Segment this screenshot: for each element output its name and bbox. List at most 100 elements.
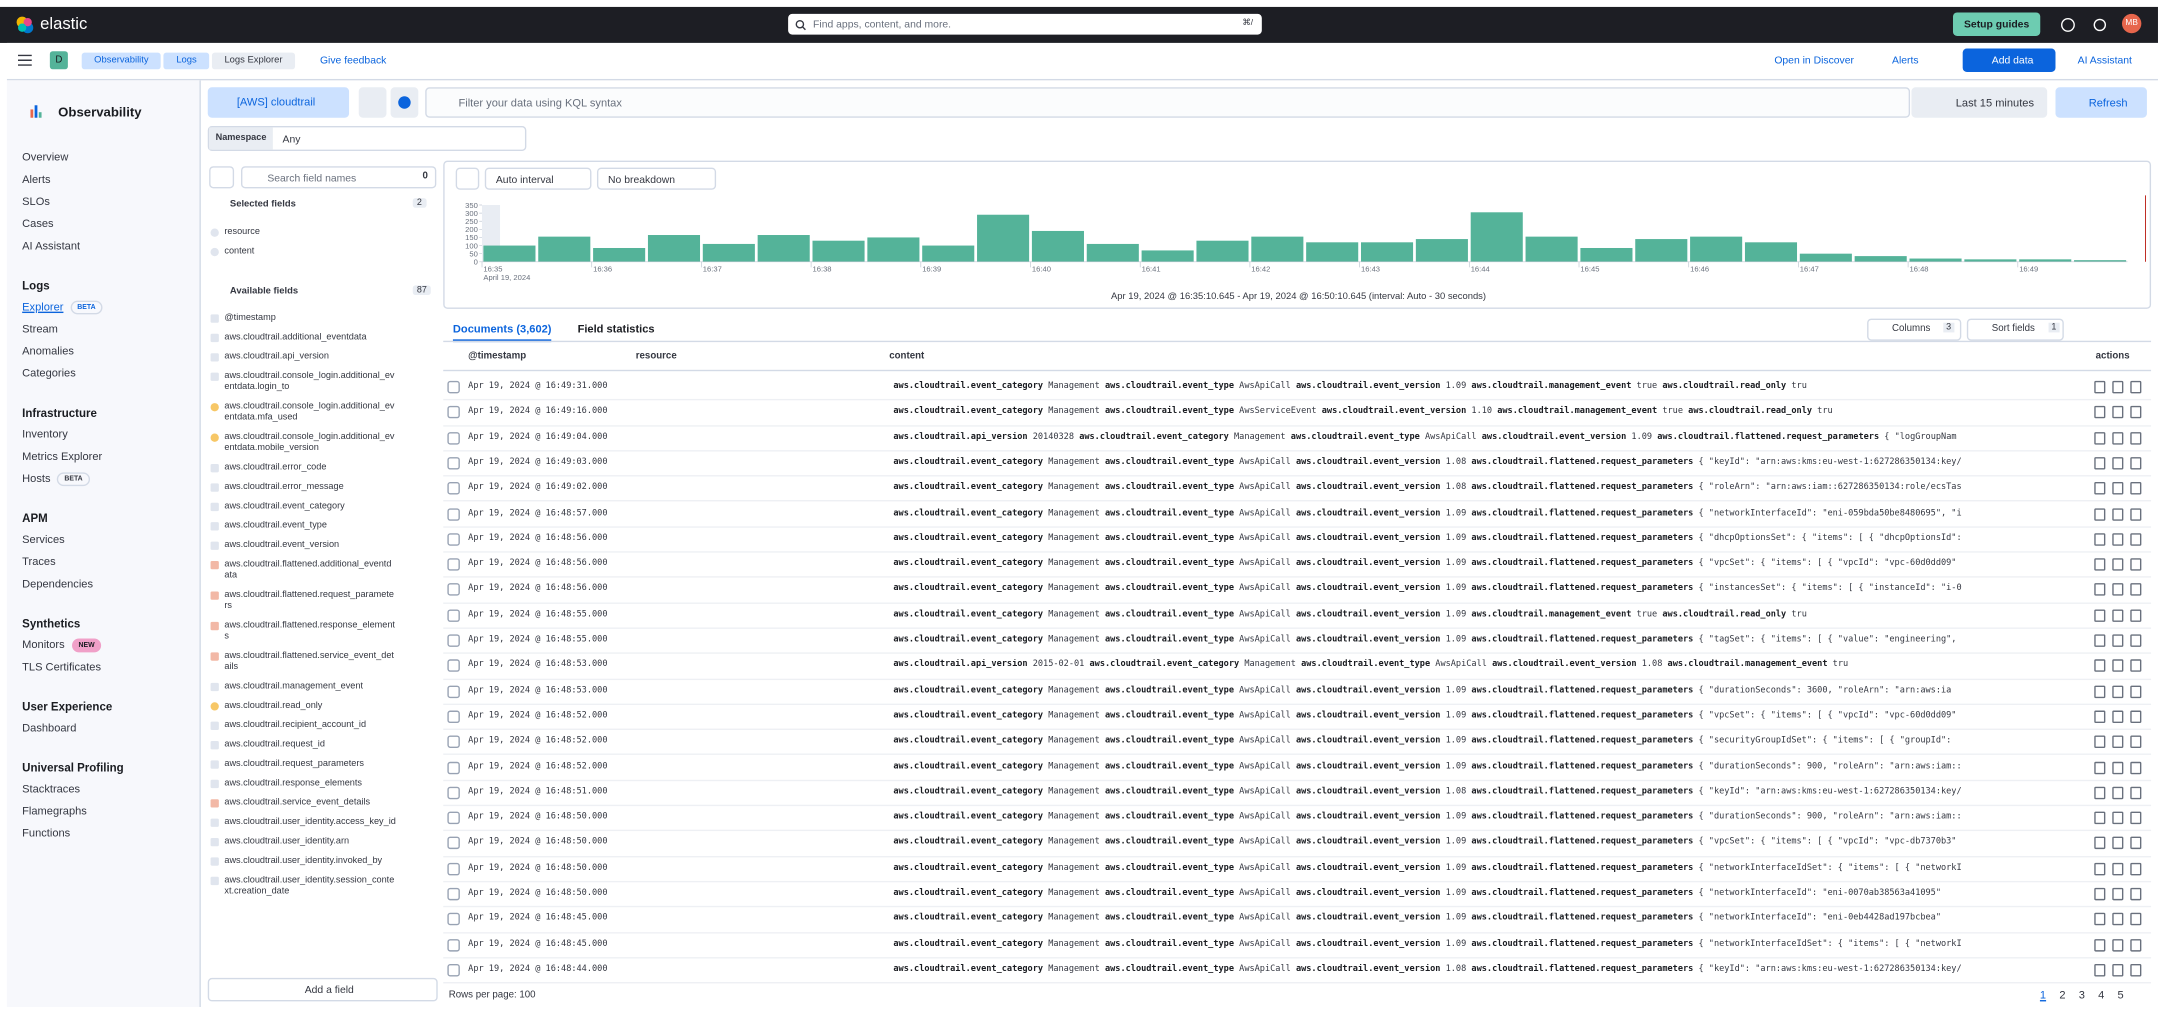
field-item[interactable]: aws.cloudtrail.request_parameters — [210, 755, 433, 774]
action-icon[interactable] — [2130, 963, 2142, 977]
nav-item[interactable]: Explorer BETA — [7, 296, 200, 318]
brand[interactable]: elastic — [40, 13, 88, 34]
field-item[interactable]: aws.cloudtrail.event_type — [210, 517, 433, 536]
row-checkbox[interactable] — [447, 786, 460, 799]
interval-select[interactable]: Auto interval — [484, 167, 592, 190]
action-icon[interactable] — [2112, 659, 2124, 673]
nav-item[interactable]: Inventory — [7, 424, 200, 446]
field-item[interactable]: aws.cloudtrail.response_elements — [210, 774, 433, 793]
log-row[interactable]: Apr 19, 2024 @ 16:48:50.000 aws.cloudtrai… — [443, 856, 2152, 883]
add-field-button[interactable]: Add a field — [207, 977, 438, 1002]
log-row[interactable]: Apr 19, 2024 @ 16:48:57.000 aws.cloudtrai… — [443, 501, 2152, 528]
field-item[interactable]: aws.cloudtrail.flattened.service_event_d… — [210, 647, 433, 677]
action-icon[interactable] — [2094, 380, 2106, 394]
action-icon[interactable] — [2112, 837, 2124, 850]
row-checkbox[interactable] — [447, 735, 460, 749]
field-item[interactable]: aws.cloudtrail.additional_eventdata — [210, 328, 433, 347]
action-icon[interactable] — [2094, 938, 2106, 952]
action-icon[interactable] — [2130, 710, 2142, 723]
nav-item[interactable]: Anomalies — [7, 341, 200, 363]
row-checkbox[interactable] — [447, 406, 460, 419]
field-item[interactable]: aws.cloudtrail.recipient_account_id — [210, 716, 433, 735]
sort-button[interactable]: Sort fields 1 — [1966, 318, 2064, 341]
col-timestamp[interactable]: @timestamp — [468, 351, 527, 362]
action-icon[interactable] — [2094, 963, 2106, 977]
nav-item[interactable]: Traces — [7, 551, 200, 573]
action-icon[interactable] — [2112, 963, 2124, 977]
namespace-filter[interactable]: Namespace Any — [207, 126, 527, 151]
rows-per-page[interactable]: Rows per page: 100 — [448, 990, 536, 1001]
nav-item[interactable]: Services — [7, 529, 200, 551]
action-icon[interactable] — [2130, 659, 2142, 673]
action-icon[interactable] — [2094, 786, 2106, 799]
page-link[interactable]: 4 — [2098, 988, 2105, 1002]
action-icon[interactable] — [2130, 735, 2142, 749]
add-data-button[interactable]: Add data — [1962, 48, 2056, 73]
field-item[interactable]: aws.cloudtrail.error_code — [210, 458, 433, 477]
nav-item[interactable]: SLOs — [7, 191, 200, 213]
log-row[interactable]: Apr 19, 2024 @ 16:48:53.000 aws.cloudtrai… — [443, 653, 2152, 680]
action-icon[interactable] — [2094, 507, 2106, 521]
breadcrumb[interactable]: Logs — [163, 52, 210, 70]
row-checkbox[interactable] — [447, 380, 460, 394]
field-item[interactable]: aws.cloudtrail.user_identity.access_key_… — [210, 813, 433, 832]
collapse-button[interactable] — [209, 166, 235, 189]
row-checkbox[interactable] — [447, 456, 460, 470]
space-avatar[interactable]: D — [49, 51, 68, 70]
log-row[interactable]: Apr 19, 2024 @ 16:48:50.000 aws.cloudtrai… — [443, 805, 2152, 832]
menu-icon[interactable] — [18, 54, 32, 66]
action-icon[interactable] — [2112, 811, 2124, 825]
field-item[interactable]: content — [210, 242, 433, 261]
breakdown-select[interactable]: No breakdown — [596, 167, 717, 190]
log-row[interactable]: Apr 19, 2024 @ 16:48:44.000 aws.cloudtrai… — [443, 957, 2152, 984]
setup-guides[interactable]: Setup guides — [1952, 12, 2041, 37]
action-icon[interactable] — [2130, 685, 2142, 698]
log-row[interactable]: Apr 19, 2024 @ 16:48:52.000 aws.cloudtrai… — [443, 703, 2152, 731]
field-item[interactable]: aws.cloudtrail.api_version — [210, 348, 433, 367]
log-row[interactable]: Apr 19, 2024 @ 16:49:31.000 aws.cloudtrai… — [443, 374, 2152, 401]
breadcrumb[interactable]: Observability — [81, 52, 162, 70]
action-icon[interactable] — [2094, 659, 2106, 673]
nav-item[interactable]: Functions — [7, 823, 200, 845]
log-row[interactable]: Apr 19, 2024 @ 16:48:45.000 aws.cloudtrai… — [443, 906, 2152, 933]
log-row[interactable]: Apr 19, 2024 @ 16:48:45.000 aws.cloudtrai… — [443, 932, 2152, 959]
action-icon[interactable] — [2094, 583, 2106, 597]
log-row[interactable]: Apr 19, 2024 @ 16:48:56.000 aws.cloudtrai… — [443, 577, 2152, 604]
log-row[interactable]: Apr 19, 2024 @ 16:48:50.000 aws.cloudtrai… — [443, 881, 2152, 908]
log-row[interactable]: Apr 19, 2024 @ 16:48:52.000 aws.cloudtrai… — [443, 729, 2152, 756]
action-icon[interactable] — [2130, 380, 2142, 394]
action-icon[interactable] — [2094, 406, 2106, 419]
search-box[interactable]: Find apps, content, and more. ⌘/ — [788, 13, 1262, 35]
avatar[interactable]: MB — [2121, 13, 2142, 34]
nav-item[interactable]: Hosts BETA — [7, 468, 200, 490]
action-icon[interactable] — [2112, 558, 2124, 571]
open-in-discover[interactable]: Open in Discover — [1774, 54, 1854, 67]
row-checkbox[interactable] — [447, 609, 460, 622]
action-icon[interactable] — [2094, 558, 2106, 571]
row-checkbox[interactable] — [447, 685, 460, 698]
nav-item[interactable]: Monitors NEW — [7, 634, 200, 656]
nav-item[interactable]: TLS Certificates — [7, 657, 200, 679]
action-icon[interactable] — [2112, 380, 2124, 394]
row-checkbox[interactable] — [447, 963, 460, 977]
action-icon[interactable] — [2094, 761, 2106, 774]
log-row[interactable]: Apr 19, 2024 @ 16:48:52.000 aws.cloudtrai… — [443, 754, 2152, 781]
action-icon[interactable] — [2094, 685, 2106, 698]
action-icon[interactable] — [2094, 456, 2106, 470]
action-icon[interactable] — [2112, 735, 2124, 749]
nav-item[interactable]: Dependencies — [7, 573, 200, 595]
give-feedback[interactable]: Give feedback — [319, 54, 387, 67]
action-icon[interactable] — [2130, 761, 2142, 774]
action-icon[interactable] — [2130, 406, 2142, 419]
action-icon[interactable] — [2112, 583, 2124, 597]
action-icon[interactable] — [2112, 431, 2124, 445]
row-checkbox[interactable] — [447, 811, 460, 825]
field-item[interactable]: aws.cloudtrail.event_version — [210, 536, 433, 555]
col-content[interactable]: content — [889, 351, 925, 362]
field-item[interactable]: aws.cloudtrail.error_message — [210, 478, 433, 497]
query-input[interactable]: Filter your data using KQL syntax — [425, 87, 1911, 118]
row-checkbox[interactable] — [447, 482, 460, 495]
row-checkbox[interactable] — [447, 938, 460, 952]
action-icon[interactable] — [2130, 456, 2142, 470]
action-icon[interactable] — [2130, 583, 2142, 597]
